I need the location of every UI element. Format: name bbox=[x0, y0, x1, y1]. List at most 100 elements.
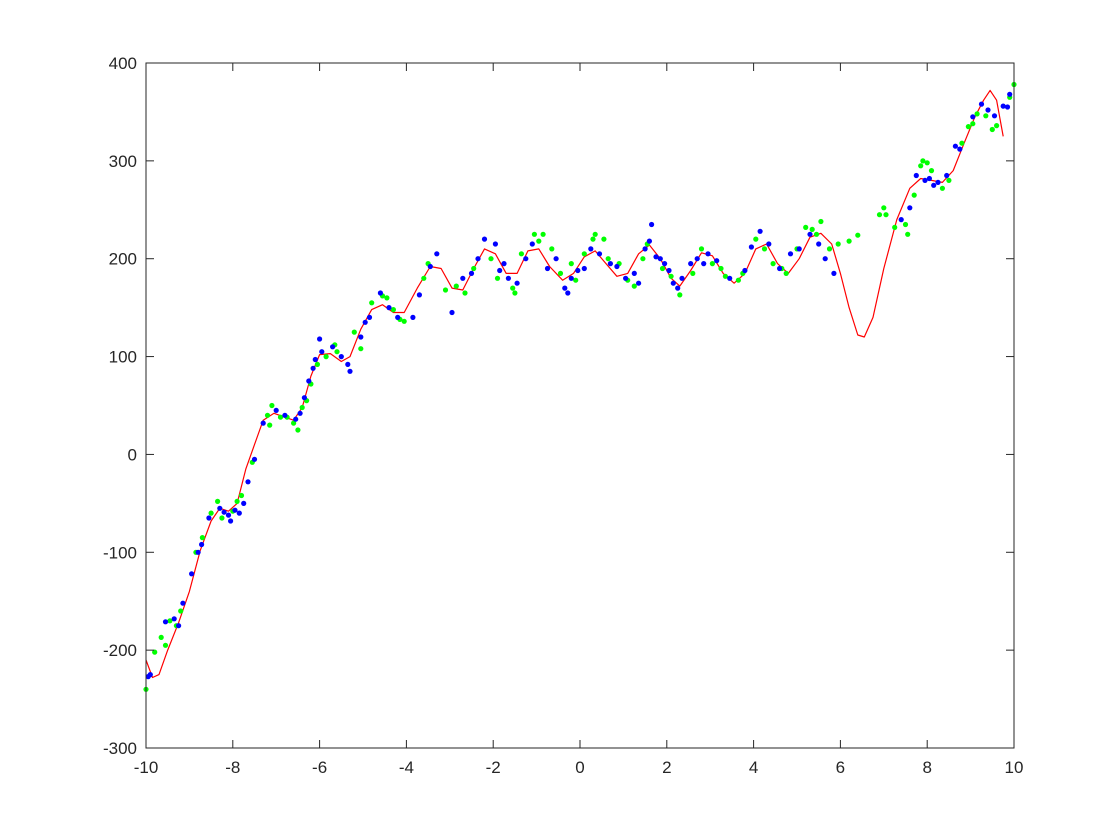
blue-data-point bbox=[171, 616, 177, 622]
x-axis: -10 -8 -6 -4 -2 0 2 4 6 8 10 bbox=[134, 63, 1023, 777]
blue-data-point bbox=[675, 285, 681, 291]
green-data-point bbox=[369, 300, 375, 306]
blue-data-point bbox=[568, 275, 574, 281]
plot-area-background bbox=[146, 63, 1014, 748]
blue-data-point bbox=[306, 378, 312, 384]
blue-data-point bbox=[944, 172, 950, 179]
blue-data-point bbox=[221, 509, 227, 515]
blue-data-point bbox=[199, 541, 205, 548]
blue-data-point bbox=[162, 619, 169, 625]
blue-data-point bbox=[565, 290, 571, 296]
green-data-point bbox=[453, 283, 459, 289]
blue-data-point bbox=[926, 175, 933, 182]
blue-data-point bbox=[931, 182, 937, 188]
y-tick-label: 400 bbox=[109, 54, 137, 73]
green-data-point bbox=[803, 224, 809, 230]
green-data-point bbox=[295, 427, 301, 433]
blue-data-point bbox=[631, 270, 637, 276]
blue-data-point bbox=[180, 600, 186, 606]
green-data-point bbox=[994, 123, 1000, 129]
blue-data-point bbox=[757, 228, 763, 234]
blue-data-point bbox=[475, 256, 481, 262]
blue-data-point bbox=[796, 246, 802, 252]
green-data-point bbox=[590, 236, 596, 242]
x-tick-label: 6 bbox=[836, 758, 845, 777]
blue-data-point bbox=[232, 507, 238, 513]
green-data-point bbox=[488, 256, 494, 262]
green-data-point bbox=[267, 422, 273, 428]
blue-data-point bbox=[701, 261, 707, 267]
blue-points-layer bbox=[145, 91, 1013, 680]
green-data-point bbox=[924, 160, 930, 166]
green-data-point bbox=[835, 241, 841, 247]
y-tick-label: -300 bbox=[103, 739, 137, 758]
blue-data-point bbox=[831, 270, 837, 276]
blue-data-point bbox=[297, 410, 303, 416]
blue-data-point bbox=[312, 356, 318, 363]
green-data-point bbox=[911, 192, 917, 198]
blue-data-point bbox=[319, 349, 325, 355]
y-tick-label: 100 bbox=[109, 348, 137, 367]
blue-data-point bbox=[347, 368, 353, 374]
green-data-point bbox=[989, 126, 995, 133]
blue-data-point bbox=[523, 256, 529, 262]
blue-data-point bbox=[505, 275, 511, 281]
green-data-point bbox=[735, 277, 742, 283]
blue-data-point bbox=[742, 267, 748, 274]
blue-data-point bbox=[670, 280, 676, 286]
green-data-point bbox=[215, 498, 221, 504]
blue-data-point bbox=[241, 500, 247, 506]
green-data-point bbox=[573, 277, 579, 283]
x-tick-label: 8 bbox=[922, 758, 931, 777]
blue-data-point bbox=[217, 505, 223, 511]
green-data-point bbox=[718, 265, 724, 272]
blue-data-point bbox=[338, 354, 344, 360]
blue-data-point bbox=[657, 256, 663, 262]
green-data-point bbox=[334, 349, 340, 355]
green-data-point bbox=[162, 642, 169, 648]
blue-data-point bbox=[607, 261, 614, 267]
blue-data-point bbox=[147, 672, 153, 678]
blue-data-point bbox=[653, 254, 659, 260]
y-tick-label: 300 bbox=[109, 152, 137, 171]
blue-data-point bbox=[922, 177, 928, 183]
green-data-point bbox=[631, 283, 637, 289]
blue-data-point bbox=[957, 146, 963, 152]
blue-data-point bbox=[705, 251, 711, 257]
x-tick-label: -4 bbox=[399, 758, 414, 777]
green-data-point bbox=[770, 261, 776, 267]
blue-data-point bbox=[544, 265, 551, 272]
green-data-point bbox=[167, 618, 173, 624]
green-data-point bbox=[152, 649, 158, 655]
green-data-point bbox=[462, 290, 468, 296]
green-data-point bbox=[640, 256, 646, 262]
green-data-point bbox=[846, 238, 852, 244]
green-data-point bbox=[238, 492, 245, 499]
blue-data-point bbox=[646, 238, 653, 244]
y-tick-label: -100 bbox=[103, 543, 137, 562]
blue-data-point bbox=[991, 113, 998, 119]
blue-data-point bbox=[907, 205, 913, 211]
green-data-point bbox=[518, 251, 525, 257]
blue-data-point bbox=[970, 114, 976, 120]
green-data-point bbox=[494, 275, 501, 281]
blue-data-point bbox=[816, 241, 822, 247]
green-data-point bbox=[264, 412, 271, 418]
green-data-point bbox=[421, 275, 427, 281]
y-tick-label: 200 bbox=[109, 250, 137, 269]
blue-data-point bbox=[777, 265, 783, 272]
green-data-point bbox=[314, 361, 320, 367]
blue-data-point bbox=[978, 101, 985, 107]
green-data-point bbox=[818, 218, 824, 225]
green-data-point bbox=[918, 163, 924, 169]
green-data-point bbox=[902, 221, 909, 228]
blue-data-point bbox=[260, 420, 266, 426]
green-data-point bbox=[709, 261, 716, 267]
blue-data-point bbox=[649, 221, 655, 228]
y-tick-label: -200 bbox=[103, 641, 137, 660]
green-points-layer bbox=[143, 81, 1017, 692]
blue-data-point bbox=[614, 263, 620, 270]
blue-data-point bbox=[176, 623, 182, 629]
x-tick-label: -10 bbox=[134, 758, 159, 777]
blue-data-point bbox=[497, 267, 503, 274]
